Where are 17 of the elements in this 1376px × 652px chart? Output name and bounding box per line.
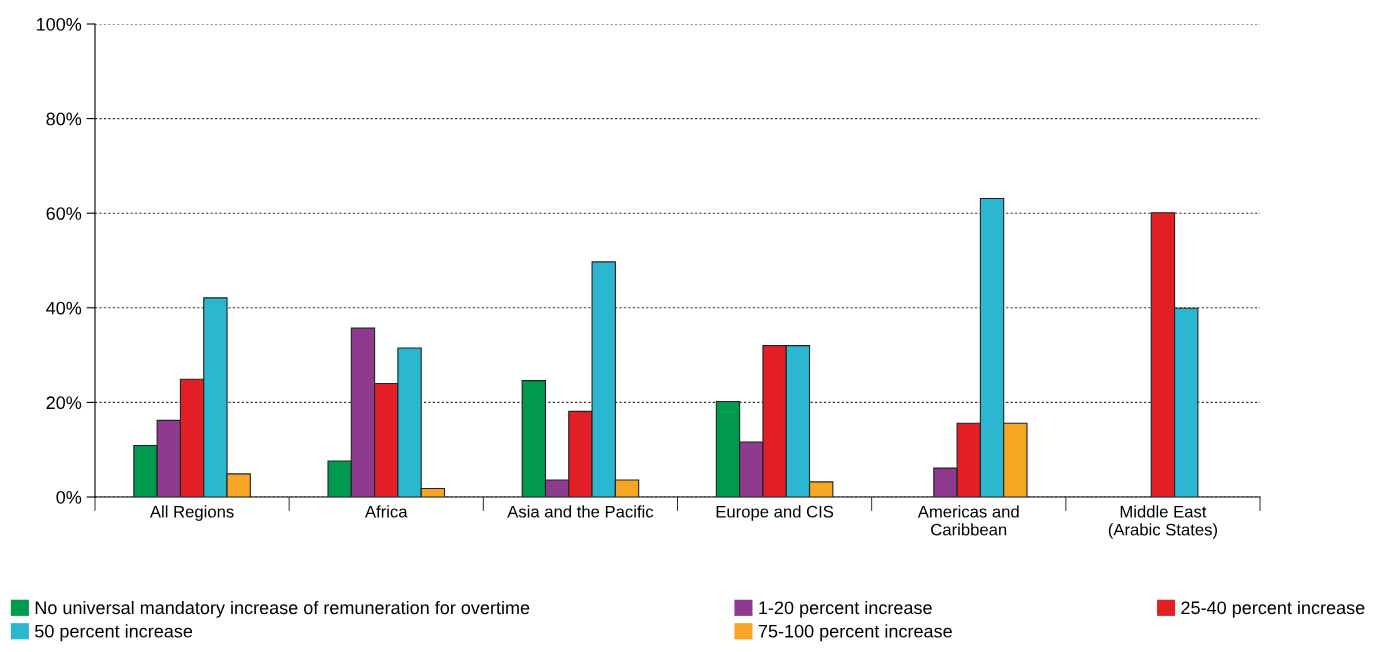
legend-label: 1-20 percent increase [759,600,932,618]
x-tick-label: All Regions [149,505,234,521]
x-tick-label: Europe and CIS [716,505,834,521]
legend-label: 75-100 percent increase [758,624,952,642]
x-tick-label: Americas and Caribbean [917,505,1019,536]
y-tick-label: 20% [46,396,82,410]
x-tick-label: Africa [364,505,408,518]
y-tick-label: 40% [46,301,82,315]
x-tick-label: Middle East (Arabic States) [1108,505,1217,539]
legend-label: No universal mandatory increase of remuneration for overtime [35,600,530,618]
y-tick-label: 80% [46,112,82,126]
y-tick-label: 60% [46,207,82,220]
x-tick-label: Asia and the Pacific [507,505,654,518]
y-tick-label: 0% [56,490,82,504]
legend-label: 25-40 percent increase [1181,600,1365,618]
legend-label: 50 percent increase [35,624,193,642]
y-tick-label: 100% [37,17,82,31]
